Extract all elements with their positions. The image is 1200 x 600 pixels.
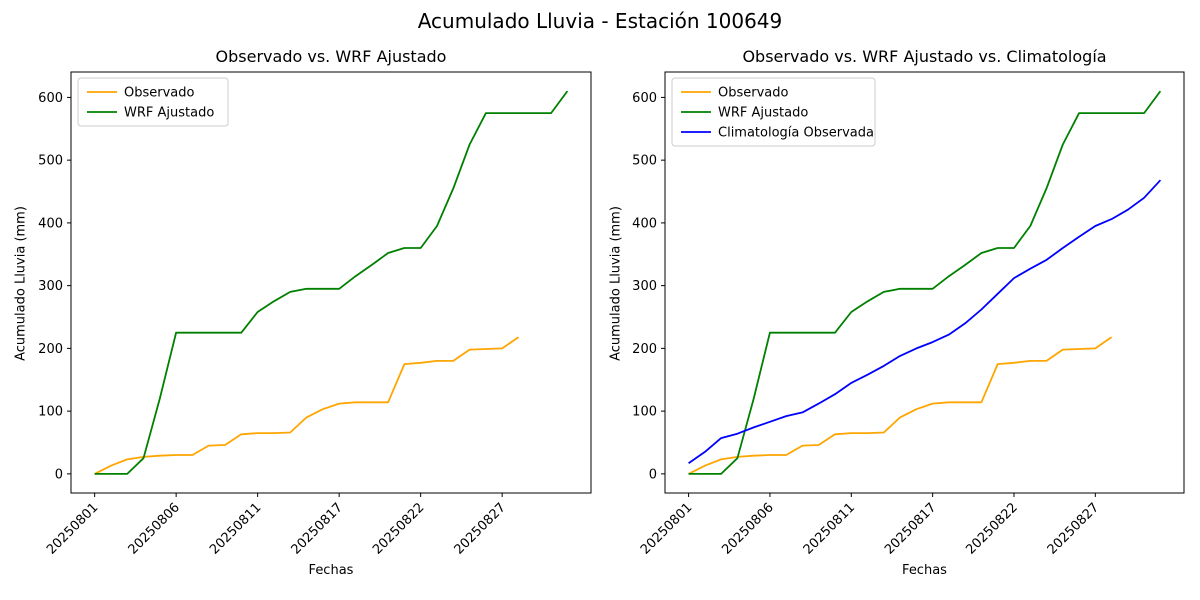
x-tick-label: 20250817 (882, 500, 939, 557)
x-tick-label: 20250811 (207, 500, 264, 557)
right-subplot-title: Observado vs. WRF Ajustado vs. Climatolo… (742, 47, 1107, 66)
x-tick-label: 20250806 (126, 500, 183, 557)
series-line-wrf-ajustado (688, 90, 1162, 475)
y-tick-label: 100 (38, 405, 63, 420)
x-tick-label: 20250806 (719, 500, 776, 557)
right-x-axis-label: Fechas (902, 563, 947, 578)
series-line-wrf-ajustado (94, 90, 569, 475)
x-tick-label: 20250801 (44, 500, 101, 557)
legend-label-climatologia-observada: Climatología Observada (718, 126, 874, 141)
legend: Observado WRF Ajustado Climatología Observ… (671, 77, 876, 147)
x-tick-label: 20250827 (452, 500, 509, 557)
y-tick-label: 0 (55, 467, 63, 482)
y-tick-label: 100 (632, 405, 657, 420)
left-x-axis-label: Fechas (308, 563, 354, 578)
legend: Observado WRF Ajustado (77, 77, 229, 127)
axes-frame (664, 71, 1185, 494)
series-line-observado (94, 336, 520, 475)
series-line-climatologia-observada (688, 179, 1162, 464)
x-tick-label: 20250801 (638, 500, 695, 557)
x-tick-label: 20250822 (370, 500, 427, 557)
y-tick-label: 500 (632, 154, 657, 169)
legend-label-wrf-ajustado: WRF Ajustado (124, 106, 214, 121)
x-tick-label: 20250822 (963, 500, 1020, 557)
y-tick-label: 600 (632, 91, 657, 106)
legend-box (671, 77, 876, 147)
figure-title: Acumulado Lluvia - Estación 100649 (417, 9, 783, 33)
y-tick-label: 500 (38, 154, 63, 169)
y-tick-label: 600 (38, 91, 63, 106)
left-subplot-title: Observado vs. WRF Ajustado (215, 47, 447, 66)
x-tick-label: 20250811 (801, 500, 858, 557)
x-tick-label: 20250817 (289, 500, 346, 557)
subplot-0: 0 100 200 300 400 500 600 20250801 20250806 20250… (38, 71, 592, 558)
series-line-observado (688, 336, 1113, 475)
y-tick-label: 200 (632, 342, 657, 357)
axes-frame (70, 71, 592, 494)
y-tick-label: 0 (649, 467, 657, 482)
y-tick-label: 300 (38, 279, 63, 294)
subplot-1: 0 100 200 300 400 500 600 20250801 20250806 20250… (632, 71, 1185, 558)
y-tick-label: 200 (38, 342, 63, 357)
y-tick-label: 400 (632, 216, 657, 231)
legend-label-wrf-ajustado: WRF Ajustado (718, 106, 808, 121)
y-tick-label: 400 (38, 216, 63, 231)
legend-box (77, 77, 229, 127)
x-tick-label: 20250827 (1045, 500, 1102, 557)
legend-label-observado: Observado (718, 86, 789, 101)
legend-label-observado: Observado (124, 86, 195, 101)
y-tick-label: 300 (632, 279, 657, 294)
